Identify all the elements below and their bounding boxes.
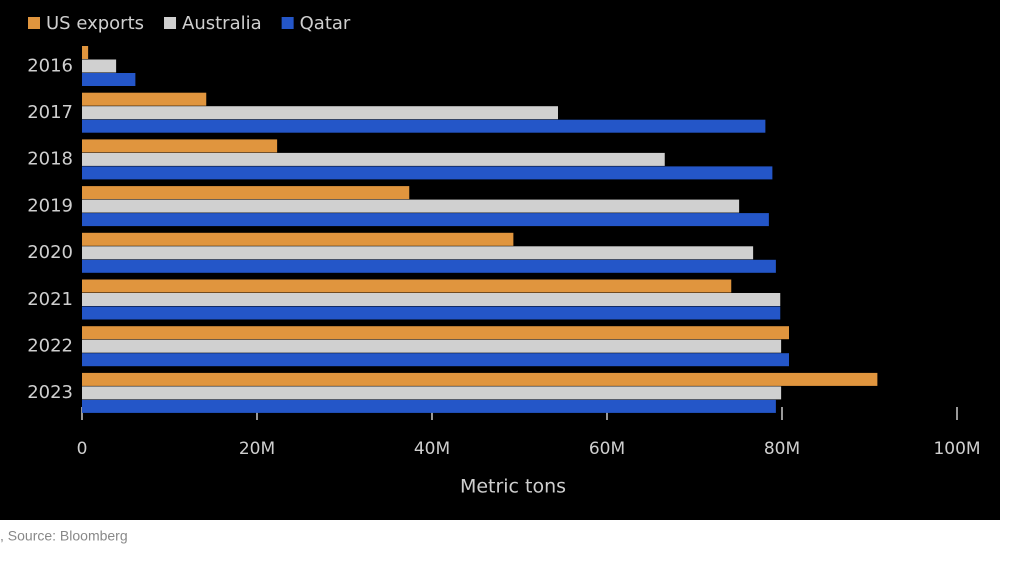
bar — [82, 106, 558, 120]
x-tick-label: 40M — [414, 439, 450, 459]
bar — [82, 246, 754, 260]
y-tick-label: 2020 — [27, 242, 73, 263]
x-tick-label: 20M — [239, 439, 275, 459]
bar — [82, 259, 776, 273]
legend-swatch — [164, 17, 177, 29]
bar — [82, 139, 278, 153]
legend-swatch — [28, 17, 40, 29]
bar — [82, 46, 89, 59]
y-tick-label: 2023 — [27, 382, 73, 403]
bar — [82, 92, 207, 106]
x-tick-label: 60M — [589, 439, 625, 459]
bar — [82, 152, 665, 166]
y-tick-label: 2017 — [27, 102, 73, 123]
y-tick-label: 2016 — [27, 55, 73, 76]
bar — [82, 73, 136, 86]
bar — [82, 339, 782, 353]
bar — [82, 353, 789, 367]
x-tick-label: 0 — [77, 439, 88, 459]
bar — [82, 372, 878, 386]
x-tick-label: 100M — [933, 439, 980, 459]
bar — [82, 166, 773, 180]
y-tick-label: 2019 — [27, 195, 73, 216]
bar — [82, 199, 740, 213]
bar — [82, 386, 782, 400]
bar — [82, 59, 117, 73]
bar — [82, 213, 769, 227]
legend-swatch — [281, 17, 294, 29]
legend-label: Qatar — [300, 13, 351, 34]
bar — [82, 306, 781, 320]
legend-label: Australia — [182, 13, 262, 34]
x-tick-label: 80M — [764, 439, 800, 459]
bar — [82, 186, 410, 200]
bar — [82, 399, 776, 413]
bar — [82, 119, 766, 133]
y-tick-label: 2021 — [27, 289, 73, 310]
bar — [82, 293, 781, 306]
bar — [82, 279, 732, 293]
y-tick-label: 2018 — [27, 149, 73, 170]
legend-label: US exports — [46, 13, 144, 34]
bar — [82, 232, 514, 246]
y-tick-label: 2022 — [27, 335, 73, 356]
x-axis-title: Metric tons — [460, 476, 566, 498]
source: , Source: Bloomberg — [0, 528, 128, 544]
bar — [82, 326, 789, 340]
